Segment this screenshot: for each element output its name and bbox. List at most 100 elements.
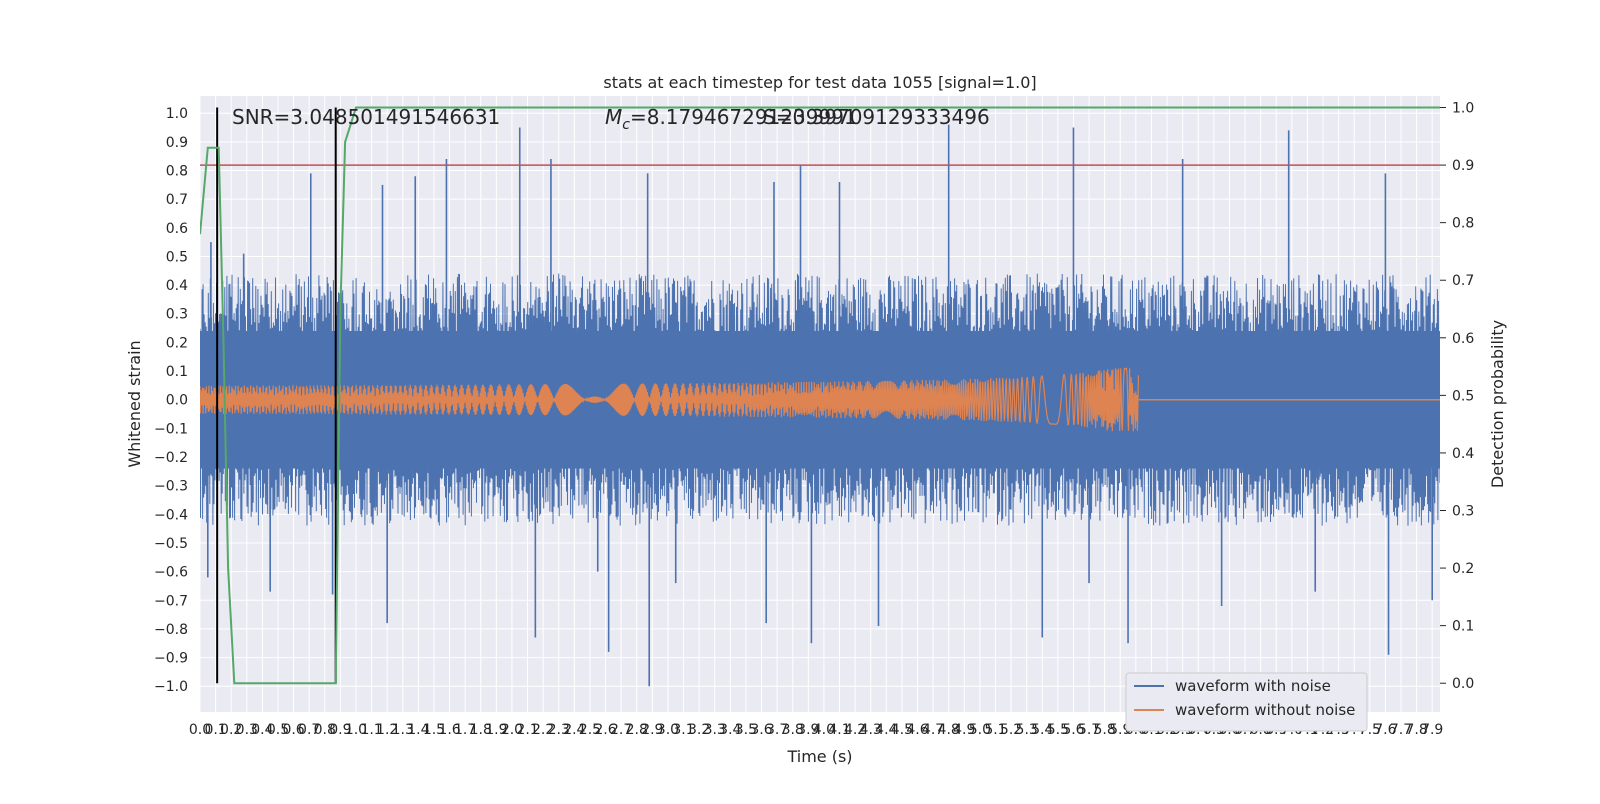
y-tick-label: −0.8	[154, 622, 188, 638]
x-tick-label: 5.7	[1078, 722, 1100, 738]
noise-spikes	[206, 124, 1434, 687]
y-right-tick-label: 0.5	[1452, 388, 1474, 404]
x-tick-label: 0.5	[267, 722, 289, 738]
x-tick-label: 4.8	[938, 722, 960, 738]
x-tick-label: 4.2	[844, 722, 866, 738]
y-tick-label: −0.7	[154, 593, 188, 609]
x-tick-label: 5.5	[1047, 722, 1069, 738]
x-tick-label: 1.1	[360, 722, 382, 738]
y-tick-label: −1.0	[154, 679, 188, 695]
y-right-tick-label: 0.4	[1452, 446, 1474, 462]
x-tick-label: 7.6	[1374, 722, 1396, 738]
x-tick-label: 5.3	[1016, 722, 1038, 738]
x-tick-label: 0.3	[236, 722, 258, 738]
x-tick-label: 2.5	[579, 722, 601, 738]
x-tick-label: 2.9	[641, 722, 663, 738]
x-tick-label: 4.4	[875, 722, 897, 738]
x-tick-label: 4.9	[953, 722, 975, 738]
x-tick-label: 3.7	[766, 722, 788, 738]
x-tick-label: 1.0	[345, 722, 367, 738]
y-tick-label: 1.0	[166, 106, 188, 122]
legend-label-noise: waveform with noise	[1175, 677, 1331, 695]
y-tick-label: −0.5	[154, 536, 188, 552]
x-tick-label: 0.9	[329, 722, 351, 738]
x-tick-label: 2.3	[548, 722, 570, 738]
chart-title: stats at each timestep for test data 105…	[603, 73, 1036, 92]
annotation-chirp-mass: Mc=8.179467291239991	[605, 105, 857, 133]
x-tick-label: 1.4	[407, 722, 429, 738]
y-right-tick-label: 1.0	[1452, 101, 1474, 117]
x-tick-label: 2.6	[594, 722, 616, 738]
x-tick-label: 3.8	[782, 722, 804, 738]
x-tick-label: 4.6	[906, 722, 928, 738]
y-axis-left: 1.0 0.9 0.8 0.7 0.6 0.5 0.4 0.3 0.2 0.1 0.0 −0.1 −0.…	[154, 106, 188, 695]
x-tick-label: 2.8	[626, 722, 648, 738]
y-tick-label: 0.0	[166, 393, 188, 409]
x-tick-label: 1.8	[470, 722, 492, 738]
y-tick-label: 0.4	[166, 278, 188, 294]
x-tick-label: 5.2	[1000, 722, 1022, 738]
legend: waveform with noise waveform without noi…	[1125, 672, 1368, 732]
probability-series	[200, 106, 1440, 685]
x-tick-label: 5.8	[1094, 722, 1116, 738]
y-tick-label: 0.3	[166, 307, 188, 323]
x-tick-label: 3.1	[672, 722, 694, 738]
x-tick-label: 1.3	[392, 722, 414, 738]
x-tick-label: 2.2	[532, 722, 554, 738]
x-tick-label: 0.6	[282, 722, 304, 738]
y-tick-label: −0.2	[154, 450, 188, 466]
x-tick-label: 3.4	[719, 722, 741, 738]
annotation-chirp-mass-symbol: M	[605, 105, 622, 129]
y-right-tick-label: 0.9	[1452, 158, 1474, 174]
y-tick-label: −0.9	[154, 651, 188, 667]
y-tick-label: 0.9	[166, 135, 188, 151]
y-tick-label: 0.2	[166, 335, 188, 351]
x-tick-label: 3.5	[735, 722, 757, 738]
x-tick-label: 1.7	[454, 722, 476, 738]
x-tick-label: 5.0	[969, 722, 991, 738]
x-tick-label: 7.9	[1421, 722, 1443, 738]
x-tick-label: 0.4	[251, 722, 273, 738]
x-tick-label: 4.7	[922, 722, 944, 738]
clean-series	[200, 367, 1139, 432]
y-tick-label: 0.8	[166, 163, 188, 179]
y-tick-label: 0.1	[166, 364, 188, 380]
x-tick-label: 0.7	[298, 722, 320, 738]
x-tick-label: 4.5	[891, 722, 913, 738]
y-axis-label: Whitened strain	[125, 340, 144, 467]
x-tick-label: 2.1	[516, 722, 538, 738]
x-tick-label: 0.2	[220, 722, 242, 738]
annotation-overlap: S=0.39709129333496	[763, 105, 990, 129]
y-right-tick-label: 0.3	[1452, 504, 1474, 520]
legend-box	[1125, 672, 1368, 732]
x-tick-label: 3.2	[688, 722, 710, 738]
y-tick-label: −0.3	[154, 479, 188, 495]
x-tick-label: 1.2	[376, 722, 398, 738]
x-axis-label: Time (s)	[786, 747, 852, 766]
annotation-chirp-mass-value: =8.179467291239991	[630, 105, 857, 129]
x-tick-label: 3.3	[704, 722, 726, 738]
x-tick-label: 0.1	[204, 722, 226, 738]
annotation-snr: SNR=3.048501491546631	[232, 105, 500, 129]
x-tick-label: 0.0	[189, 722, 211, 738]
x-tick-label: 4.3	[860, 722, 882, 738]
x-tick-label: 2.0	[501, 722, 523, 738]
x-tick-label: 7.8	[1405, 722, 1427, 738]
y-right-tick-label: 0.6	[1452, 331, 1474, 347]
x-tick-label: 5.1	[984, 722, 1006, 738]
noise-series-line	[200, 273, 1440, 526]
y-tick-label: −0.4	[154, 507, 188, 523]
y-axis-label-right: Detection probability	[1488, 320, 1507, 488]
x-tick-label: 2.7	[610, 722, 632, 738]
y-right-tick-label: 0.2	[1452, 561, 1474, 577]
x-tick-label: 4.1	[828, 722, 850, 738]
x-tick-label: 3.0	[657, 722, 679, 738]
annotation-chirp-mass-sub: c	[622, 117, 630, 133]
y-tick-label: 0.5	[166, 249, 188, 265]
y-right-tick-label: 0.1	[1452, 619, 1474, 635]
y-tick-label: −0.1	[154, 421, 188, 437]
x-tick-label: 0.8	[314, 722, 336, 738]
x-tick-label: 7.7	[1390, 722, 1412, 738]
